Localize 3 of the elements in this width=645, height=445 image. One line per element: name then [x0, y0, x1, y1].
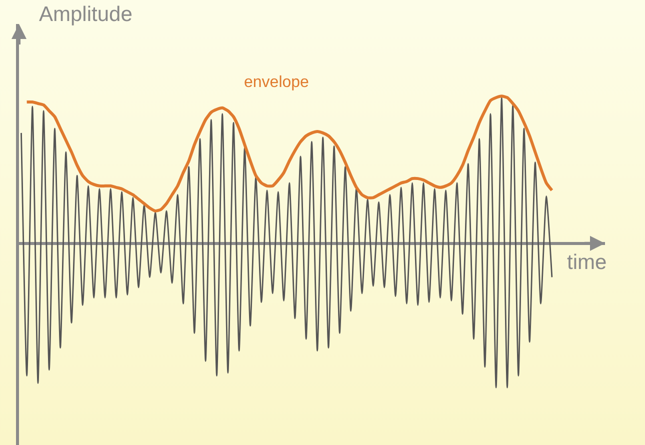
series-label: envelope — [244, 74, 310, 91]
y-axis-title: Amplitude — [39, 3, 132, 26]
x-axis-title: time — [567, 251, 607, 274]
